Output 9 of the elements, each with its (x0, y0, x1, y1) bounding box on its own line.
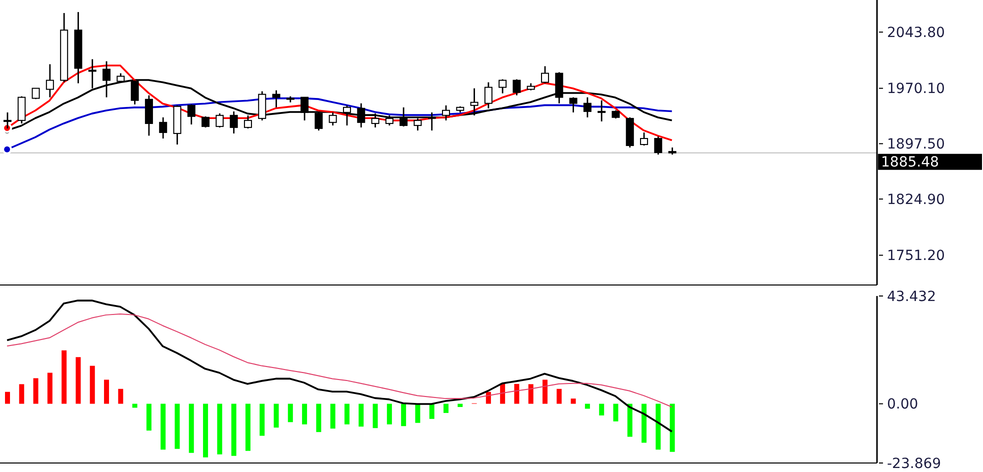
y-tick-label: 0.00 (887, 396, 918, 413)
y-tick-label: 1970.10 (887, 81, 945, 98)
y-tick-label: 1751.20 (887, 248, 945, 264)
y-tick-label: 2043.80 (887, 25, 945, 42)
ref-line-label: 1885.48 (881, 154, 939, 171)
y-tick-label: 1824.90 (887, 192, 945, 208)
y-tick-label: -23.869 (887, 456, 942, 472)
y-tick-label: 1897.50 (887, 136, 945, 153)
y-tick-label: 43.432 (887, 288, 936, 305)
